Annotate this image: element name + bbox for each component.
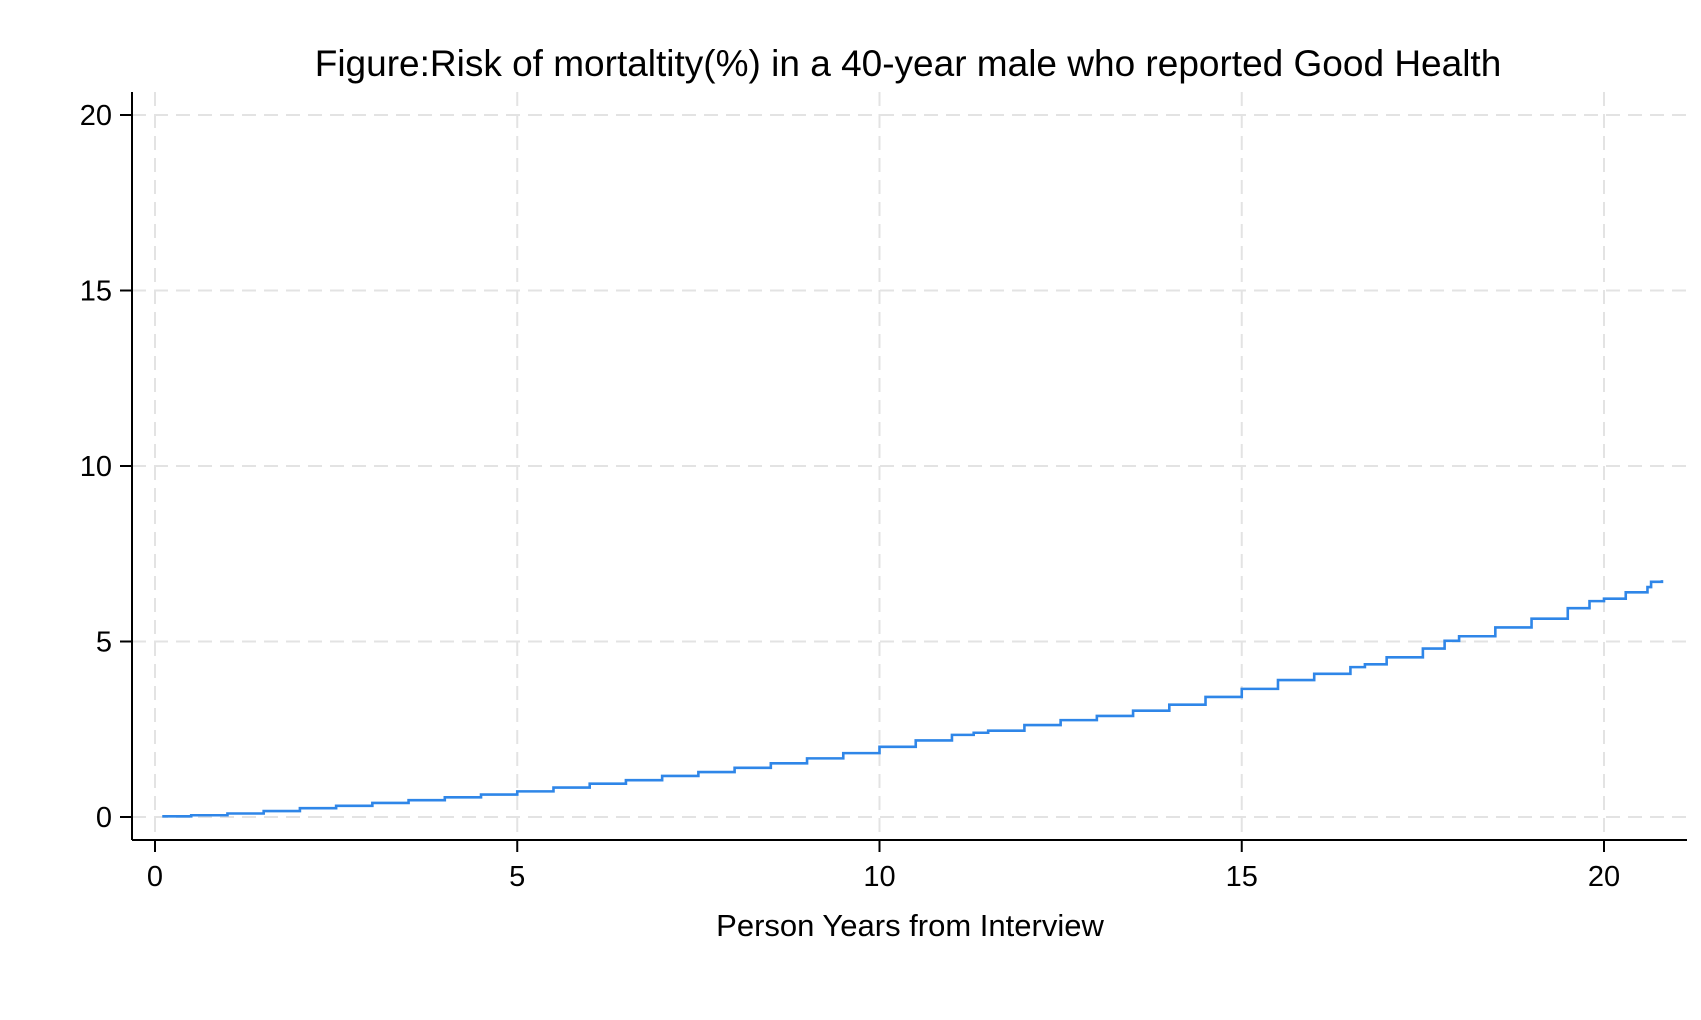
y-tick-label: 0 [96, 802, 112, 834]
x-tick-label: 15 [1226, 861, 1258, 893]
x-tick-label: 5 [509, 861, 525, 893]
ticks: 0 5 10 15 20 0 5 10 15 20 [80, 100, 1620, 893]
series-layer [162, 580, 1664, 818]
chart-title: Figure:Risk of mortaltity(%) in a 40-yea… [315, 43, 1502, 84]
y-tick-label: 20 [80, 100, 112, 132]
x-axis-label: Person Years from Interview [716, 908, 1104, 943]
series-line [162, 580, 1664, 818]
y-tick-label: 5 [96, 627, 112, 659]
x-tick-label: 0 [147, 861, 163, 893]
x-tick-label: 20 [1588, 861, 1620, 893]
x-tick-label: 10 [863, 861, 895, 893]
y-tick-label: 15 [80, 276, 112, 308]
grid [132, 92, 1687, 840]
y-tick-label: 10 [80, 451, 112, 483]
